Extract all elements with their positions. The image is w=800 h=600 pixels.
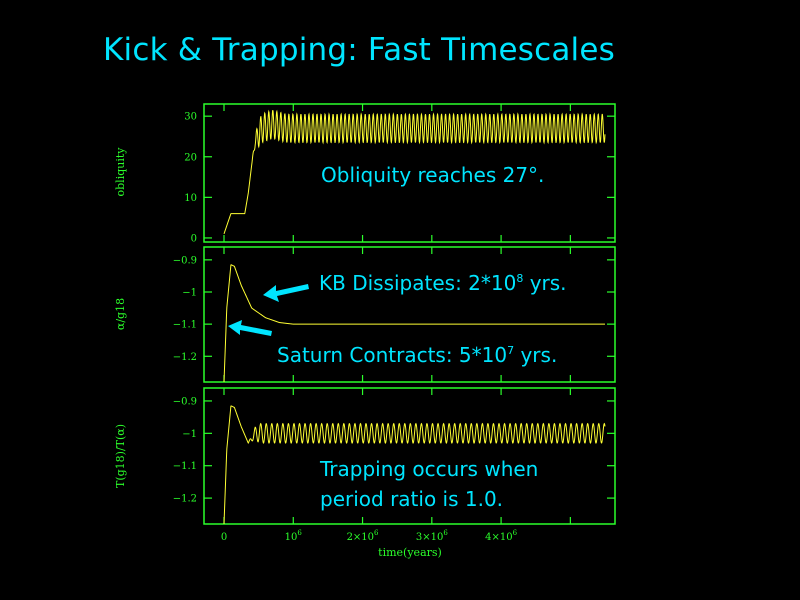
annotation-saturn-exponent: 7 xyxy=(507,344,514,357)
x-tick-label: 3×106 xyxy=(416,529,448,543)
y-axis-label: α/g18 xyxy=(114,298,127,330)
y-tick-label: 30 xyxy=(184,112,197,123)
y-tick-label: −1 xyxy=(182,288,197,299)
arrow-kb-dissipates xyxy=(263,284,309,302)
annotation-trapping-line-2: period ratio is 1.0. xyxy=(320,487,503,511)
annotation-kb-text: KB Dissipates: 2*10 xyxy=(319,271,516,295)
y-tick-label: −1 xyxy=(182,429,197,440)
obliquity-panel: 0 10 20 30 obliquity Obliquity reaches 27°. xyxy=(114,103,616,244)
panel-frame xyxy=(203,387,616,525)
arrow-saturn-contracts xyxy=(228,320,272,336)
annotation-trapping-line-1: Trapping occurs when xyxy=(319,457,538,481)
y-tick-label: 0 xyxy=(191,233,197,244)
annotation-kb-exponent: 8 xyxy=(516,272,523,285)
x-tick-label: 2×106 xyxy=(347,529,379,543)
x-axis-label: time(years) xyxy=(378,546,442,559)
annotation-saturn-text: Saturn Contracts: 5*10 xyxy=(277,343,507,367)
y-tick-label: −1.2 xyxy=(173,494,197,505)
x-ticks: 0 106 2×106 3×106 4×106 xyxy=(221,388,571,543)
annotation-saturn-suffix: yrs. xyxy=(514,343,557,367)
y-tick-label: −1.1 xyxy=(173,461,197,472)
alpha-g18-series-line xyxy=(223,264,605,383)
y-ticks: −0.9 −1 −1.1 −1.2 xyxy=(173,255,615,363)
slide-title: Kick & Trapping: Fast Timescales xyxy=(103,32,615,68)
x-tick-label: 0 xyxy=(221,532,227,543)
y-axis-label: T(g18)/T(α) xyxy=(114,424,127,488)
y-tick-label: −1.2 xyxy=(173,352,197,363)
annotation-kb-dissipates: KB Dissipates: 2*108 yrs. xyxy=(319,271,567,295)
x-tick-label: 106 xyxy=(285,529,303,543)
y-ticks: 0 10 20 30 xyxy=(184,112,615,244)
y-ticks: −0.9 −1 −1.1 −1.2 xyxy=(173,396,615,505)
x-tick-label: 4×106 xyxy=(485,529,517,543)
alpha-g18-panel: −0.9 −1 −1.1 −1.2 α/g18 KB Dissipates: 2*10… xyxy=(114,246,616,383)
y-tick-label: −0.9 xyxy=(173,255,197,266)
y-tick-label: −0.9 xyxy=(173,396,197,407)
annotation-obliquity: Obliquity reaches 27°. xyxy=(321,163,544,187)
y-axis-label: obliquity xyxy=(114,147,127,197)
x-ticks xyxy=(223,104,571,242)
obliquity-series-line xyxy=(223,109,606,235)
annotation-saturn-contracts: Saturn Contracts: 5*107 yrs. xyxy=(277,343,557,367)
y-tick-label: 10 xyxy=(184,193,197,204)
y-tick-label: 20 xyxy=(184,152,197,163)
panel-frame xyxy=(203,246,616,383)
panel-frame xyxy=(203,103,616,243)
period-ratio-series-line xyxy=(223,405,606,525)
annotation-kb-suffix: yrs. xyxy=(523,271,566,295)
period-ratio-panel: −0.9 −1 −1.1 −1.2 0 106 2×106 3×106 4×106 T(g18… xyxy=(114,387,616,559)
y-tick-label: −1.1 xyxy=(173,320,197,331)
